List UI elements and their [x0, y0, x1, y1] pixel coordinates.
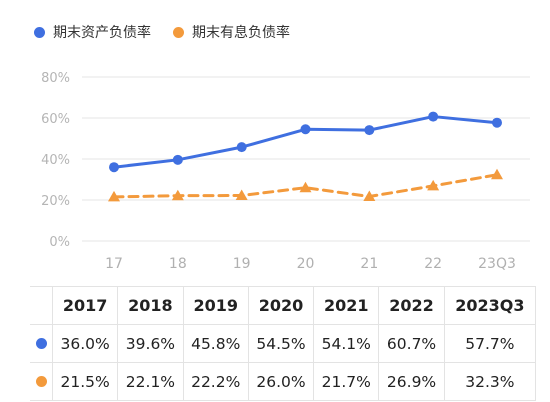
data-point — [427, 179, 440, 191]
legend-dot-orange — [173, 26, 184, 38]
table-header-cell: 2022 — [378, 286, 445, 325]
table-series-marker — [30, 362, 53, 401]
table-cell: 54.5% — [247, 324, 315, 363]
table-header-row: 2017 2018 2019 2020 2021 2022 2023Q3 — [30, 286, 537, 325]
x-tick-label: 22 — [424, 256, 442, 272]
data-point — [364, 125, 375, 136]
table-cell: 26.9% — [378, 362, 445, 401]
table-header-cell: 2021 — [313, 286, 380, 325]
series-dot-orange — [35, 375, 47, 387]
x-tick-label: 20 — [297, 256, 315, 272]
table-cell: 45.8% — [182, 324, 249, 363]
y-tick-label: 60% — [41, 112, 70, 127]
data-point — [172, 154, 183, 165]
data-point — [428, 111, 439, 122]
table-header-cell: 2018 — [117, 286, 184, 325]
data-point — [108, 190, 120, 202]
legend-item-interest-bearing[interactable]: 期末有息负债率 — [173, 22, 290, 42]
data-point — [236, 142, 247, 153]
data-table: 2017 2018 2019 2020 2021 2022 2023Q3 36.… — [30, 286, 537, 401]
legend-label: 期末资产负债率 — [53, 25, 151, 41]
table-cell: 21.5% — [51, 362, 119, 401]
y-tick-label: 40% — [41, 153, 70, 168]
x-tick-label: 17 — [105, 256, 123, 272]
y-tick-label: 0% — [49, 235, 70, 250]
table-cell: 36.0% — [51, 324, 119, 363]
x-tick-label: 19 — [233, 256, 251, 272]
table-cell: 57.7% — [443, 324, 537, 363]
table-cell: 39.6% — [117, 324, 184, 363]
table-cell: 26.0% — [247, 362, 315, 401]
table-cell: 54.1% — [313, 324, 380, 363]
line-chart: 0% 20% 40% 60% 80% 17 18 19 20 21 22 23Q3 — [41, 71, 530, 272]
table-corner-cell — [30, 286, 53, 325]
data-point — [363, 190, 376, 202]
x-tick-label: 18 — [169, 256, 187, 272]
chart-legend: 期末资产负债率 期末有息负债率 — [34, 22, 290, 42]
y-tick-label: 80% — [41, 71, 70, 86]
table-cell: 22.2% — [182, 362, 249, 401]
table-cell: 60.7% — [378, 324, 445, 363]
data-point — [300, 124, 311, 135]
x-tick-label: 23Q3 — [478, 256, 516, 272]
data-point — [109, 162, 119, 173]
table-cell: 32.3% — [443, 362, 537, 401]
x-tick-label: 21 — [360, 256, 378, 272]
data-point — [299, 181, 312, 193]
table-header-cell: 2017 — [51, 286, 119, 325]
legend-label: 期末有息负债率 — [192, 25, 290, 41]
table-row: 36.0% 39.6% 45.8% 54.5% 54.1% 60.7% 57.7… — [30, 324, 537, 363]
table-cell: 21.7% — [313, 362, 380, 401]
table-header-cell: 2019 — [182, 286, 249, 325]
legend-item-asset-liability[interactable]: 期末资产负债率 — [34, 22, 151, 42]
data-point — [492, 117, 502, 128]
table-header-cell: 2023Q3 — [443, 286, 537, 325]
data-point — [235, 189, 248, 200]
table-header-cell: 2020 — [247, 286, 315, 325]
series-dot-blue — [35, 337, 47, 349]
table-cell: 22.1% — [117, 362, 184, 401]
table-row: 21.5% 22.1% 22.2% 26.0% 21.7% 26.9% 32.3… — [30, 362, 537, 401]
series-line-asset-liability — [112, 115, 499, 169]
legend-dot-blue — [34, 26, 45, 38]
data-point — [171, 189, 184, 201]
table-series-marker — [30, 324, 53, 363]
data-point — [491, 168, 503, 180]
y-tick-label: 20% — [41, 194, 70, 209]
